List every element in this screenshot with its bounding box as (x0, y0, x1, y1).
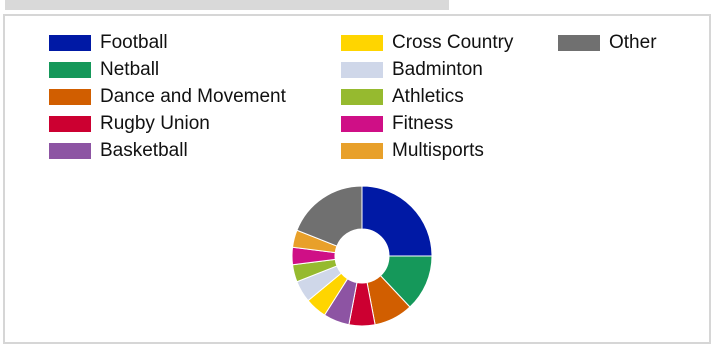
legend-label: Netball (100, 59, 160, 80)
legend-item: Netball (49, 58, 159, 82)
legend-swatch (49, 116, 91, 132)
legend-item: Fitness (341, 112, 453, 136)
chart-panel: Football Netball Dance and Movement Rugby U… (3, 14, 711, 344)
legend-swatch (49, 143, 91, 159)
legend-item: Cross Country (341, 31, 513, 55)
legend-label: Athletics (392, 86, 464, 107)
donut-chart (291, 185, 433, 327)
legend-label: Dance and Movement (100, 86, 286, 107)
legend-item: Athletics (341, 85, 464, 109)
legend-item: Other (558, 31, 657, 55)
legend-label: Fitness (392, 113, 454, 134)
legend-swatch (341, 143, 383, 159)
legend-label: Other (609, 32, 657, 53)
legend-item: Multisports (341, 139, 484, 163)
legend-item: Basketball (49, 139, 188, 163)
legend-swatch (341, 89, 383, 105)
legend-item: Rugby Union (49, 112, 210, 136)
donut-slice (361, 185, 433, 257)
top-bar (5, 0, 449, 10)
legend-swatch (49, 89, 91, 105)
legend-swatch (558, 35, 600, 51)
legend-swatch (49, 62, 91, 78)
legend-swatch (49, 35, 91, 51)
legend-swatch (341, 35, 383, 51)
legend-label: Rugby Union (100, 113, 210, 134)
legend-swatch (341, 116, 383, 132)
legend-label: Basketball (100, 140, 188, 161)
legend-label: Multisports (392, 140, 484, 161)
legend-label: Badminton (392, 59, 483, 80)
legend-label: Football (100, 32, 168, 53)
legend-item: Football (49, 31, 168, 55)
legend-item: Badminton (341, 58, 483, 82)
legend-swatch (341, 62, 383, 78)
legend-label: Cross Country (392, 32, 514, 53)
legend-item: Dance and Movement (49, 85, 286, 109)
donut-slice (296, 185, 363, 247)
chart-legend: Football Netball Dance and Movement Rugby U… (5, 16, 709, 166)
